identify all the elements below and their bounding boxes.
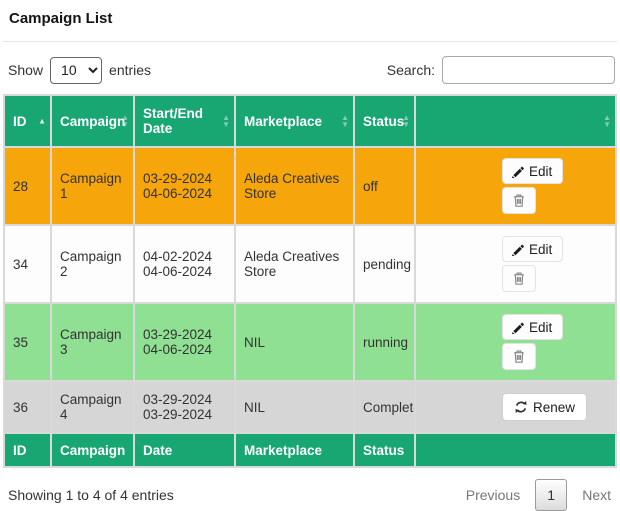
footer-campaign: Campaign — [50, 432, 135, 468]
pencil-icon — [511, 321, 524, 334]
delete-button[interactable] — [502, 265, 536, 292]
table-footer-row: ID Campaign Date Marketplace Status — [3, 432, 617, 468]
cell-marketplace: Aleda Creatives Store — [234, 146, 355, 226]
cell-status: pending — [353, 224, 416, 304]
cell-id: 35 — [3, 302, 52, 382]
cell-marketplace: NIL — [234, 380, 355, 434]
campaign-table: ID ▲ Campaign ▲ ▼ Start/End Date ▲ ▼ Marke… — [3, 94, 617, 468]
footer-marketplace: Marketplace — [234, 432, 355, 468]
cell-dates: 03-29-2024 04-06-2024 — [133, 146, 236, 226]
cell-marketplace: NIL — [234, 302, 355, 382]
table-row-campaign-3: 35 Campaign 3 03-29-2024 04-06-2024 NIL … — [3, 302, 617, 382]
footer-date: Date — [133, 432, 236, 468]
header-campaign[interactable]: Campaign ▲ ▼ — [50, 94, 135, 148]
delete-button[interactable] — [502, 187, 536, 214]
table-header-row: ID ▲ Campaign ▲ ▼ Start/End Date ▲ ▼ Marke… — [3, 94, 617, 148]
trash-icon — [512, 271, 526, 286]
cell-dates: 04-02-2024 04-06-2024 — [133, 224, 236, 304]
table-row-campaign-4: 36 Campaign 4 03-29-2024 03-29-2024 NIL … — [3, 380, 617, 434]
edit-button[interactable]: Edit — [502, 314, 564, 340]
header-id[interactable]: ID ▲ — [3, 94, 52, 148]
previous-page-button[interactable]: Previous — [465, 487, 521, 503]
edit-button[interactable]: Edit — [502, 158, 564, 184]
cell-actions: Edit — [414, 146, 617, 226]
start-date: 03-29-2024 — [143, 392, 213, 407]
sort-icon: ▲ ▼ — [121, 113, 129, 129]
search-input[interactable] — [442, 56, 615, 84]
start-date: 04-02-2024 — [143, 249, 213, 264]
header-status[interactable]: Status ▲ ▼ — [353, 94, 416, 148]
cell-campaign: Campaign 4 — [50, 380, 135, 434]
entries-label: entries — [109, 62, 152, 78]
sort-icon: ▲ ▼ — [341, 113, 349, 129]
pencil-icon — [511, 165, 524, 178]
next-page-button[interactable]: Next — [582, 487, 611, 503]
edit-button-label: Edit — [529, 163, 553, 179]
edit-button-label: Edit — [529, 319, 553, 335]
footer-id: ID — [3, 432, 52, 468]
sort-icon: ▲ ▼ — [603, 113, 611, 129]
cell-marketplace: Aleda Creatives Store — [234, 224, 355, 304]
header-start-end-date[interactable]: Start/End Date ▲ ▼ — [133, 94, 236, 148]
sort-icon: ▲ ▼ — [222, 113, 230, 129]
cell-dates: 03-29-2024 03-29-2024 — [133, 380, 236, 434]
cell-id: 28 — [3, 146, 52, 226]
page-title: Campaign List — [9, 10, 113, 27]
sort-icon: ▲ ▼ — [402, 113, 410, 129]
cell-id: 34 — [3, 224, 52, 304]
refresh-icon — [514, 400, 528, 414]
edit-button[interactable]: Edit — [502, 236, 564, 262]
trash-icon — [512, 349, 526, 364]
pagination: Previous 1 Next — [466, 479, 611, 511]
cell-dates: 03-29-2024 04-06-2024 — [133, 302, 236, 382]
end-date: 04-06-2024 — [143, 186, 213, 201]
cell-status: Complete — [353, 380, 416, 434]
footer-actions — [414, 432, 617, 468]
header-actions[interactable]: ▲ ▼ — [414, 94, 617, 148]
cell-status: running — [353, 302, 416, 382]
cell-id: 36 — [3, 380, 52, 434]
cell-campaign: Campaign 1 — [50, 146, 135, 226]
current-page-button[interactable]: 1 — [535, 479, 568, 511]
footer-status: Status — [353, 432, 416, 468]
end-date: 04-06-2024 — [143, 342, 213, 357]
cell-campaign: Campaign 2 — [50, 224, 135, 304]
page-length-select[interactable]: 10 — [50, 56, 103, 84]
cell-campaign: Campaign 3 — [50, 302, 135, 382]
header-marketplace[interactable]: Marketplace ▲ ▼ — [234, 94, 355, 148]
start-date: 03-29-2024 — [143, 171, 213, 186]
start-date: 03-29-2024 — [143, 327, 213, 342]
page-length-control: Show 10 entries — [8, 56, 152, 84]
renew-button[interactable]: Renew — [502, 393, 588, 421]
entries-summary: Showing 1 to 4 of 4 entries — [8, 487, 174, 503]
search-control: Search: — [387, 56, 615, 84]
cell-actions: Edit — [414, 302, 617, 382]
renew-button-label: Renew — [533, 399, 576, 415]
sort-icon: ▲ — [38, 116, 46, 126]
table-row-campaign-1: 28 Campaign 1 03-29-2024 04-06-2024 Aled… — [3, 146, 617, 226]
cell-status: off — [353, 146, 416, 226]
cell-actions: Renew — [414, 380, 617, 434]
delete-button[interactable] — [502, 343, 536, 370]
show-label: Show — [8, 62, 44, 78]
search-label: Search: — [386, 62, 435, 78]
trash-icon — [512, 193, 526, 208]
table-controls: Show 10 entries Search: — [8, 56, 615, 84]
end-date: 04-06-2024 — [143, 264, 213, 279]
cell-actions: Edit — [414, 224, 617, 304]
pencil-icon — [511, 243, 524, 256]
table-footer-bar: Showing 1 to 4 of 4 entries Previous 1 N… — [8, 479, 611, 511]
edit-button-label: Edit — [529, 241, 553, 257]
table-row-campaign-2: 34 Campaign 2 04-02-2024 04-06-2024 Aled… — [3, 224, 617, 304]
divider — [3, 41, 617, 42]
end-date: 03-29-2024 — [143, 407, 213, 422]
